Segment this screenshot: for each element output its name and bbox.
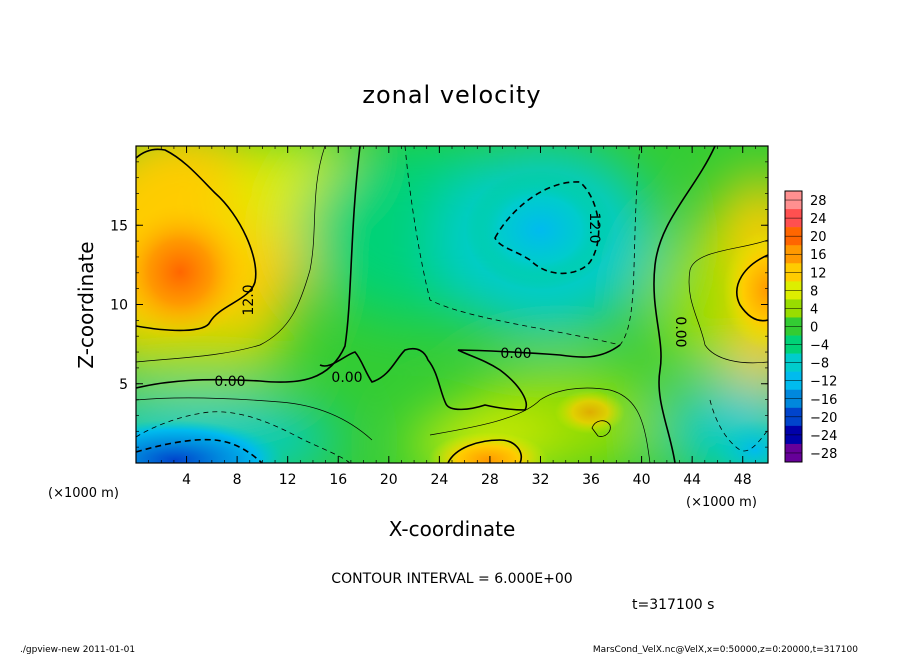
contour-label: 0.00 (500, 346, 531, 362)
colorbar-label: −24 (810, 429, 837, 444)
y-tick-label: 5 (119, 377, 128, 393)
x-tick-label: 28 (481, 472, 499, 488)
contour-line-12-left (136, 148, 257, 332)
colorbar-label: −12 (810, 375, 837, 390)
colorbar-label: 0 (810, 321, 818, 336)
chart-title: zonal velocity (362, 81, 541, 109)
x-tick-label: 24 (430, 472, 448, 488)
colorbar-label: 24 (810, 212, 827, 227)
contour-line-0-right (653, 146, 716, 463)
contour-label: 0.00 (672, 316, 688, 347)
colorbar-label: 4 (810, 302, 818, 317)
x-tick-label: 44 (683, 472, 701, 488)
time-text: t=317100 s (632, 597, 714, 613)
colorbar-label: 20 (810, 230, 827, 245)
contour-line-6-left (136, 146, 326, 363)
colorbar-label: −8 (810, 357, 829, 372)
contour-line-m12 (494, 181, 600, 275)
y-tick-label: 15 (110, 218, 128, 234)
y-tick-label: 10 (110, 298, 128, 314)
colorbar-label: 28 (810, 194, 827, 209)
contour-label: 12.0 (586, 212, 602, 243)
contour-label: 0.00 (214, 374, 245, 390)
colorbar: 28 24 20 16 12 8 4 0 −4 −8 −12 −16 −20 −24 −28 (784, 190, 837, 463)
contour-labels: 12.0 0.00 0.00 0.00 12.0 0.00 (214, 212, 688, 390)
contour-field: 12.0 0.00 0.00 0.00 12.0 0.00 (136, 146, 768, 463)
x-tick-label: 16 (329, 472, 347, 488)
contour-line-0-middle (319, 344, 621, 411)
x-tick-label: 40 (633, 472, 651, 488)
footer-right: MarsCond_VelX.nc@VelX,x=0:50000,z=0:2000… (593, 645, 858, 654)
footer-left: ./gpview-new 2011-01-01 (20, 645, 135, 654)
x-axis: 4 8 12 16 20 24 28 32 36 40 44 48 (148, 146, 756, 488)
contour-line-m6-dash (404, 146, 641, 346)
colorbar-label: −28 (810, 447, 837, 462)
contour-line-0-left (136, 146, 361, 389)
contour-label: 12.0 (241, 284, 257, 315)
contour-line-m6-left (136, 411, 351, 463)
x-tick-label: 4 (182, 472, 191, 488)
x-tick-label: 12 (279, 472, 297, 488)
y-axis-label: Z-coordinate (74, 241, 98, 368)
contour-line-m12-left (136, 438, 263, 463)
x-axis-label: X-coordinate (389, 517, 516, 541)
x-tick-label: 8 (233, 472, 242, 488)
contour-line-6-bottom (429, 387, 651, 463)
x-tick-label: 32 (532, 472, 550, 488)
colorbar-label: 16 (810, 248, 827, 263)
y-axis: 5 10 15 (110, 161, 768, 448)
contour-line-12-right (736, 254, 768, 322)
colorbar-label: −20 (810, 411, 837, 426)
x-tick-label: 20 (380, 472, 398, 488)
contour-label: 0.00 (331, 370, 362, 386)
x-tick-label: 36 (582, 472, 600, 488)
colorbar-label: 8 (810, 284, 818, 299)
x-unit-left: (×1000 m) (48, 486, 119, 501)
contour-line-6-right (688, 239, 768, 364)
x-unit-right: (×1000 m) (686, 495, 757, 510)
x-tick-label: 48 (734, 472, 752, 488)
colorbar-label: 12 (810, 266, 827, 281)
contour-line-small (591, 420, 611, 437)
contour-interval-text: CONTOUR INTERVAL = 6.000E+00 (331, 571, 572, 587)
contour-line-m6-right (709, 399, 768, 452)
contour-line-m6-lower (136, 397, 373, 441)
colorbar-label: −16 (810, 393, 837, 408)
contour-line-12-bottom (447, 439, 522, 463)
colorbar-label: −4 (810, 339, 829, 354)
